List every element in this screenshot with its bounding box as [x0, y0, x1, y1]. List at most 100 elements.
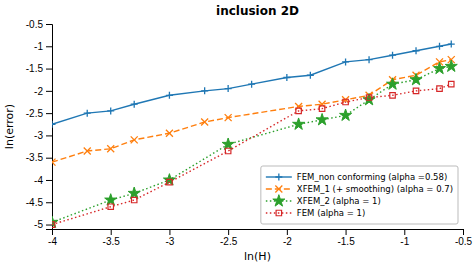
legend-label: XFEM_2 (alpha = 1): [297, 196, 381, 206]
tick: -1: [400, 229, 409, 247]
point: [410, 73, 422, 84]
tick-mark: [111, 229, 112, 235]
tick-label: -1: [400, 236, 409, 247]
point: [131, 197, 136, 202]
tick-label: -4: [34, 175, 43, 186]
legend-marker: [276, 210, 281, 215]
legend-marker-group: [275, 174, 282, 181]
marker-group: [201, 87, 208, 94]
marker-group: [296, 108, 301, 113]
point: [52, 159, 56, 166]
title: inclusion 2D: [216, 4, 299, 18]
point: [436, 43, 443, 50]
tick-label: -2.5: [220, 236, 238, 247]
point: [293, 118, 305, 129]
point: [131, 101, 138, 108]
point: [342, 58, 349, 65]
legend-item: XFEM_1 (+ smoothing) (alpha = 0.7): [266, 184, 453, 194]
marker-group: [131, 136, 138, 143]
tick: -2: [34, 86, 52, 97]
marker-group: [387, 78, 399, 89]
legend-line: [266, 212, 292, 213]
tick: -2: [283, 229, 292, 247]
legend-marker: [275, 174, 282, 181]
point: [107, 107, 114, 114]
axis-line: [46, 25, 53, 230]
tick-mark: [169, 229, 170, 235]
legend-marker: [275, 186, 282, 193]
point: [296, 108, 301, 113]
tick-label: -2.5: [26, 108, 44, 119]
point: [343, 99, 348, 104]
tick: -3.5: [26, 152, 52, 163]
point: [52, 121, 56, 128]
tick-mark: [463, 229, 464, 235]
marker-group: [366, 56, 373, 63]
tick-mark: [287, 229, 288, 235]
marker-group: [413, 47, 420, 54]
point: [413, 47, 420, 54]
marker-group: [293, 118, 305, 129]
marker-group: [366, 95, 371, 100]
point: [413, 88, 418, 93]
point: [52, 216, 58, 227]
legend: FEM_non conforming (alpha =0.58) XFEM_1 (…: [261, 166, 458, 224]
tick-label: -0.5: [455, 236, 473, 247]
marker-group: [131, 197, 136, 202]
marker-group: [413, 88, 418, 93]
legend-marker: [273, 195, 285, 206]
point: [283, 74, 290, 81]
tick-label: -2: [34, 86, 43, 97]
y-axis: -5-4.5-4-3.5-3-2.5-2-1.5-1-0.5: [26, 19, 53, 231]
tick: -1.5: [337, 229, 355, 247]
legend-marker-group: [275, 186, 282, 193]
tick-label: -3.5: [26, 152, 44, 163]
marker-group: [389, 52, 396, 59]
point: [319, 106, 324, 111]
tick: -4: [48, 229, 57, 247]
marker-group: [363, 93, 375, 104]
tick-label: -1: [34, 41, 43, 52]
point: [166, 130, 173, 137]
tick-label: -3: [34, 130, 43, 141]
tick-mark: [46, 158, 52, 159]
point: [52, 222, 55, 227]
marker-group: [410, 73, 422, 84]
point: [131, 136, 138, 143]
series-line: [52, 44, 451, 124]
point: [433, 62, 445, 73]
point: [201, 119, 208, 126]
marker-group: [390, 93, 395, 98]
legend-marker-group: [273, 195, 285, 206]
marker-group: [307, 72, 314, 79]
tick: -1: [34, 41, 52, 52]
y-axis-title: ln(error): [3, 104, 16, 149]
tick-label: -1.5: [26, 63, 44, 74]
marker-group: [449, 81, 454, 86]
chart: -4-3.5-3-2.5-2-1.5-1-0.5-5-4.5-4-3.5-3-2…: [0, 0, 475, 265]
tick-label: -4.5: [26, 197, 44, 208]
marker-group: [166, 130, 173, 137]
tick-label: -1.5: [337, 236, 355, 247]
marker-group: [107, 145, 114, 152]
point: [107, 145, 114, 152]
marker-group: [340, 109, 352, 120]
tick: -2.5: [220, 229, 238, 247]
tick-mark: [46, 91, 52, 92]
tick: -5: [34, 219, 52, 230]
tick-label: -3: [165, 236, 174, 247]
marker-group: [52, 121, 56, 128]
tick-mark: [46, 69, 52, 70]
marker-group: [342, 58, 349, 65]
marker-group: [84, 148, 91, 155]
legend-marker-group: [276, 210, 281, 215]
marker-group: [319, 106, 324, 111]
legend-item: FEM_non conforming (alpha =0.58): [266, 172, 447, 182]
legend-item: FEM (alpha = 1): [266, 208, 365, 218]
x-axis: -4-3.5-3-2.5-2-1.5-1-0.5: [48, 229, 473, 247]
tick-mark: [228, 229, 229, 235]
point: [316, 113, 328, 124]
tick-label: -2: [283, 236, 292, 247]
point: [389, 52, 396, 59]
marker-group: [248, 81, 255, 88]
